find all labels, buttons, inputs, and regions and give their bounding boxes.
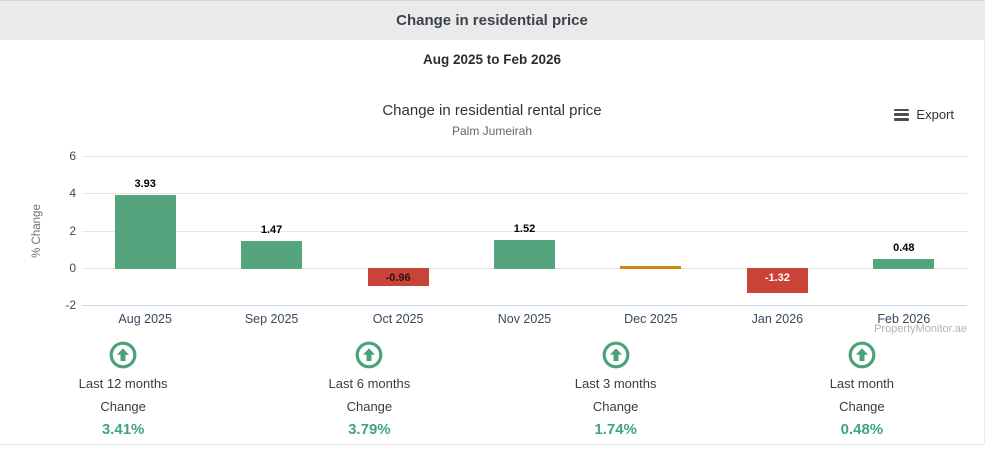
stat-value: 1.74% <box>594 421 637 438</box>
bar-value-label: 1.52 <box>513 222 536 235</box>
bar-aug-2025[interactable] <box>114 194 176 269</box>
date-range-subtitle: Aug 2025 to Feb 2026 <box>422 52 562 67</box>
export-button-label: Export <box>916 107 954 122</box>
bar-value-label: 3.93 <box>134 177 156 190</box>
summary-stats-row: Last 12 months Change 3.41% Last 6 month… <box>0 341 985 438</box>
up-arrow-circle-icon <box>0 341 246 369</box>
y-tick-label: 6 <box>69 149 76 164</box>
watermark: PropertyMonitor.ae <box>874 323 967 335</box>
chart-panel: Change in residential price Aug 2025 to … <box>0 0 985 445</box>
x-axis-label: Sep 2025 <box>244 312 299 326</box>
plot-area: % Change PropertyMonitor.ae 6 4 2 0 -2 3.93 Au… <box>0 1 985 341</box>
panel-title: Change in residential price <box>396 12 588 29</box>
stat-change-label: Change <box>100 399 146 414</box>
stat-period-label: Last 6 months <box>328 376 411 391</box>
export-button[interactable]: Export <box>894 107 954 122</box>
hamburger-menu-icon <box>894 108 910 121</box>
stat-last-6-months: Last 6 months Change 3.79% <box>246 341 492 438</box>
bar-nov-2025[interactable] <box>494 239 555 269</box>
stat-change-label: Change <box>592 399 639 414</box>
up-arrow-circle-icon <box>493 341 739 369</box>
stat-period-label: Last 12 months <box>78 376 168 391</box>
y-tick-label: 0 <box>69 261 76 275</box>
stat-last-3-months: Last 3 months Change 1.74% <box>493 341 739 438</box>
y-tick-label: 2 <box>69 223 76 238</box>
stat-value: 3.79% <box>348 421 391 438</box>
bar-value-label: -0.96 <box>385 271 411 284</box>
stat-last-12-months: Last 12 months Change 3.41% <box>0 341 246 438</box>
bar-value-label: -1.32 <box>764 271 790 284</box>
gridline <box>82 193 967 195</box>
x-axis-label: Jan 2026 <box>751 312 804 326</box>
stat-change-label: Change <box>839 399 885 414</box>
stat-period-label: Last month <box>829 376 895 391</box>
gridline <box>82 156 967 158</box>
x-axis-label: Dec 2025 <box>624 312 678 326</box>
x-axis-label: Oct 2025 <box>372 312 424 326</box>
stat-value: 3.41% <box>101 421 145 438</box>
bar-jan-2026[interactable] <box>746 268 808 293</box>
x-axis-line <box>82 305 967 307</box>
chart-subtitle: Palm Jumeirah <box>451 124 533 138</box>
x-axis-label: Feb 2026 <box>877 312 931 326</box>
y-tick-label: -2 <box>65 298 76 313</box>
stat-change-label: Change <box>346 399 393 414</box>
bar-dec-2025[interactable] <box>620 265 682 269</box>
x-axis-label: Aug 2025 <box>118 312 172 326</box>
y-tick-label: 4 <box>69 186 76 201</box>
bar-sep-2025[interactable] <box>241 240 303 269</box>
panel-header: Change in residential price <box>0 1 984 40</box>
stat-last-month: Last month Change 0.48% <box>739 341 985 438</box>
bar-feb-2026[interactable] <box>873 259 935 269</box>
bar-oct-2025[interactable] <box>367 268 429 286</box>
bar-value-label: 1.47 <box>260 223 283 236</box>
up-arrow-circle-icon <box>739 341 985 369</box>
chart-title: Change in residential rental price <box>382 102 602 119</box>
stat-value: 0.48% <box>840 421 884 438</box>
up-arrow-circle-icon <box>246 341 492 369</box>
bar-value-label: 0.48 <box>893 242 915 254</box>
gridline <box>82 230 967 232</box>
stat-period-label: Last 3 months <box>574 376 657 391</box>
x-axis-label: Nov 2025 <box>497 312 552 326</box>
y-axis-title: % Change <box>31 204 43 258</box>
